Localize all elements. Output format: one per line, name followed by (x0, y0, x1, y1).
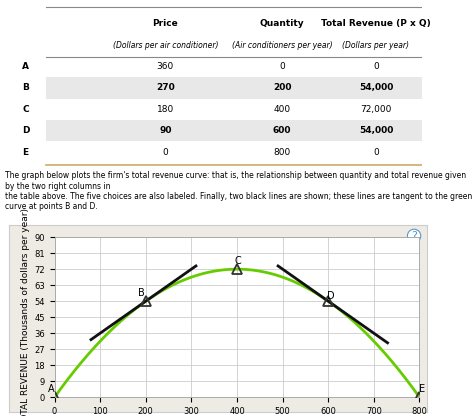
Text: 54,000: 54,000 (359, 126, 393, 135)
Text: 270: 270 (156, 84, 175, 92)
Text: 360: 360 (157, 62, 174, 71)
Text: 800: 800 (273, 148, 291, 156)
Text: 54,000: 54,000 (359, 84, 393, 92)
Text: E: E (419, 384, 425, 394)
Text: C: C (235, 255, 242, 265)
Text: 0: 0 (279, 62, 285, 71)
Text: 72,000: 72,000 (360, 105, 392, 114)
Text: Total Revenue (P x Q): Total Revenue (P x Q) (321, 20, 431, 28)
Text: D: D (22, 126, 29, 135)
Text: B: B (138, 287, 145, 297)
Text: B: B (22, 84, 29, 92)
Text: C: C (22, 105, 29, 114)
Y-axis label: TOTAL REVENUE (Thousands of dollars per year): TOTAL REVENUE (Thousands of dollars per … (21, 208, 30, 416)
Text: 0: 0 (373, 62, 379, 71)
Text: Price: Price (153, 20, 178, 28)
Text: 400: 400 (273, 105, 291, 114)
Text: ?: ? (411, 231, 417, 241)
Text: Quantity: Quantity (260, 20, 304, 28)
Text: D: D (327, 291, 334, 301)
Text: 600: 600 (273, 126, 292, 135)
Text: 180: 180 (157, 105, 174, 114)
Text: 90: 90 (159, 126, 172, 135)
Text: A: A (47, 384, 54, 394)
Text: The graph below plots the firm's total revenue curve: that is, the relationship : The graph below plots the firm's total r… (5, 171, 472, 211)
Text: 200: 200 (273, 84, 292, 92)
Text: (Dollars per air conditioner): (Dollars per air conditioner) (113, 41, 218, 50)
Text: 0: 0 (163, 148, 168, 156)
Text: A: A (22, 62, 29, 71)
FancyBboxPatch shape (46, 120, 422, 141)
Text: E: E (23, 148, 28, 156)
Text: (Dollars per year): (Dollars per year) (343, 41, 410, 50)
Text: (Air conditioners per year): (Air conditioners per year) (232, 41, 332, 50)
Text: 0: 0 (373, 148, 379, 156)
FancyBboxPatch shape (46, 77, 422, 99)
